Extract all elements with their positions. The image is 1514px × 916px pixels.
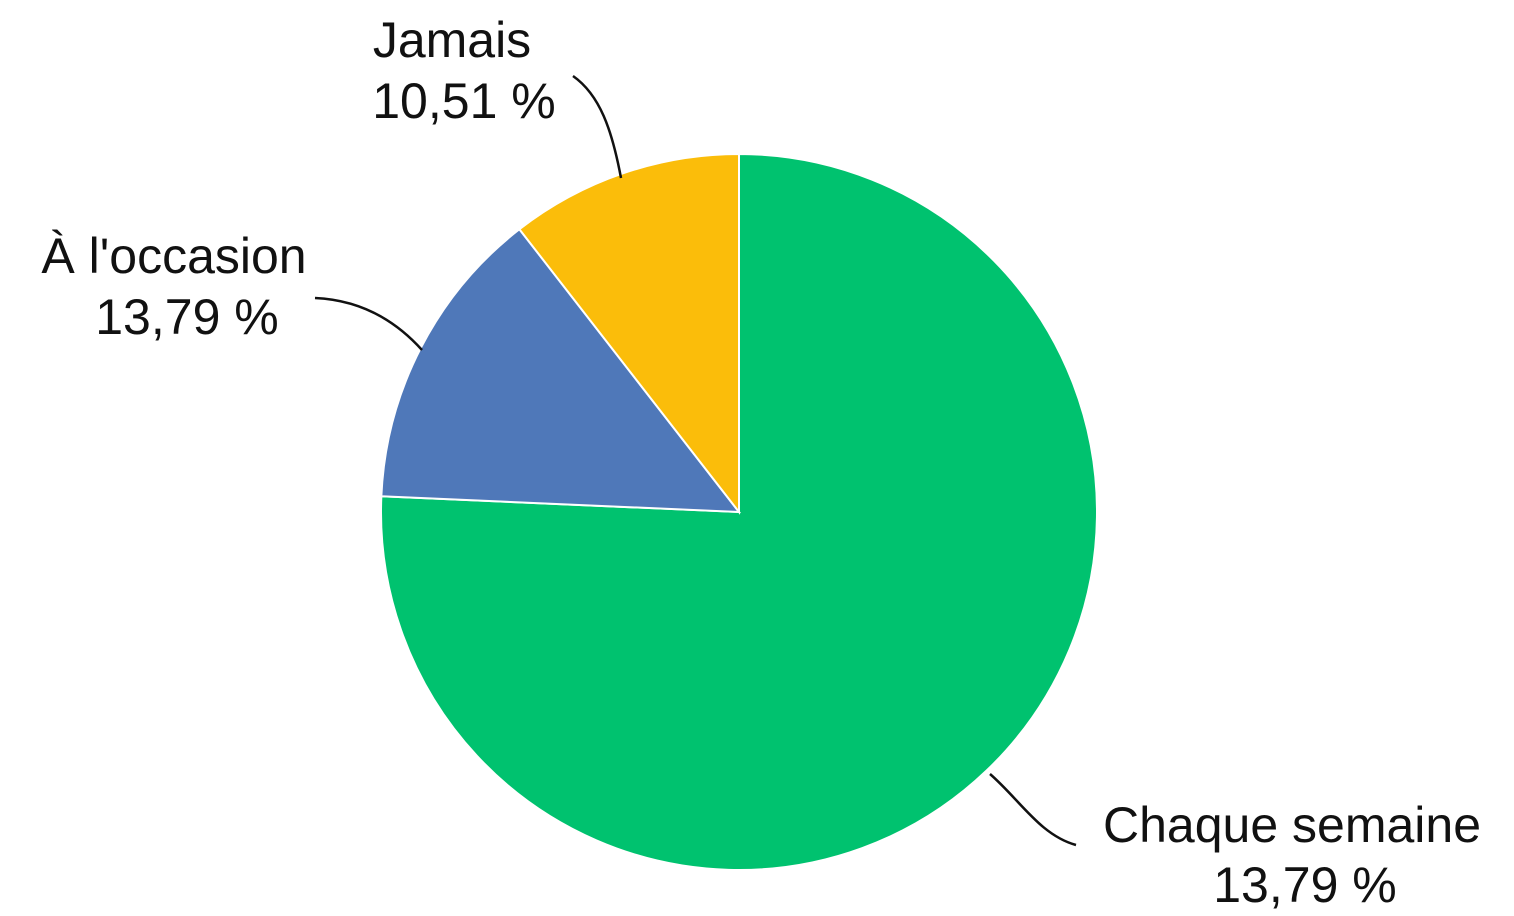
slice-label-name-chaque-semaine: Chaque semaine bbox=[1103, 797, 1481, 853]
pie-slices bbox=[379, 152, 1098, 871]
slice-label-name-jamais: Jamais bbox=[373, 12, 531, 68]
leader-line-jamais bbox=[572, 74, 623, 179]
slice-label-value-chaque-semaine: 13,79 % bbox=[1213, 857, 1396, 913]
pie-slice-chaque-semaine bbox=[379, 152, 1098, 871]
pie-slice-jamais bbox=[517, 152, 740, 515]
slice-label-value-a-l-occasion: 13,79 % bbox=[95, 289, 278, 345]
slice-label-name-a-l-occasion: À l'occasion bbox=[41, 228, 306, 284]
slice-label-value-jamais: 10,51 % bbox=[372, 73, 555, 129]
leader-line-chaque-semaine bbox=[989, 773, 1077, 847]
leader-line-a-l-occasion bbox=[314, 296, 423, 351]
